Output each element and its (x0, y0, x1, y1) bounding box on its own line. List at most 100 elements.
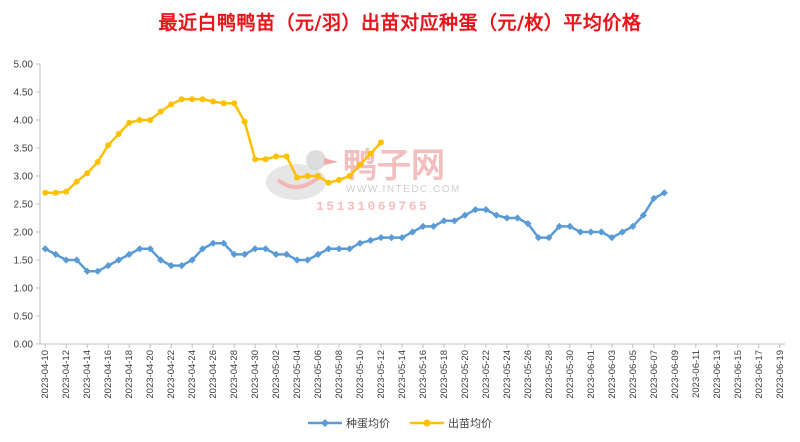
data-point (157, 256, 165, 264)
data-point (52, 189, 59, 196)
data-point (576, 228, 584, 236)
data-point (419, 222, 427, 230)
x-tick-label: 2023-05-24 (502, 350, 513, 399)
data-point (136, 245, 144, 253)
data-point (104, 262, 112, 270)
data-point (366, 236, 375, 244)
y-tick-label: 0.50 (14, 312, 34, 323)
data-point (315, 173, 322, 179)
series-layer (41, 96, 668, 275)
data-point (115, 131, 122, 137)
series-line (45, 98, 382, 195)
data-point (230, 250, 238, 258)
data-point (105, 142, 112, 149)
axes: 0.00 0.50 1.00 1.50 2.00 2.50 3.00 3.50 4.00 4.50… (14, 60, 786, 399)
data-point (513, 214, 522, 222)
watermark-url: WWW.INTEDC.COM (346, 184, 461, 195)
data-point (608, 234, 616, 242)
y-tick-label: 3.00 (14, 172, 34, 183)
data-point (336, 176, 343, 183)
data-point (325, 179, 332, 186)
data-point (241, 250, 249, 258)
data-point (62, 256, 70, 264)
data-point (42, 189, 49, 196)
data-point (555, 222, 564, 230)
x-tick-label: 2023-04-28 (229, 350, 240, 399)
data-point (94, 267, 102, 275)
data-point (314, 250, 322, 258)
x-tick-label: 2023-05-16 (418, 350, 429, 399)
data-point (262, 156, 269, 163)
data-point (639, 211, 647, 219)
data-point (335, 245, 343, 253)
data-point (73, 256, 81, 264)
x-tick-label: 2023-04-24 (187, 350, 198, 399)
data-point (492, 211, 501, 219)
data-point (126, 119, 133, 126)
data-point (167, 262, 175, 270)
x-tick-label: 2023-06-07 (649, 350, 660, 399)
x-tick-label: 2023-05-14 (397, 350, 408, 399)
y-tick-label: 4.00 (14, 116, 34, 127)
x-tick-label: 2023-04-18 (124, 350, 135, 399)
watermark: 鸭子网 WWW.INTEDC.COM 15131069765 (266, 146, 461, 214)
legend-swatch-chicks (410, 419, 444, 427)
x-tick-label: 2023-05-08 (334, 350, 345, 399)
data-point (650, 194, 658, 202)
data-point (283, 153, 290, 160)
chart-title: 最近白鸭鸭苗（元/羽）出苗对应种蛋（元/枚）平均价格 (158, 12, 642, 34)
x-tick-label: 2023-06-09 (670, 350, 681, 399)
legend: 种蛋均价 出苗均价 (0, 415, 800, 431)
legend-swatch-eggs (308, 419, 342, 427)
data-point (94, 159, 101, 165)
data-point (367, 150, 374, 157)
data-point (220, 239, 228, 247)
data-point (660, 189, 668, 197)
data-point (357, 161, 364, 168)
data-point (188, 256, 196, 264)
x-tick-label: 2023-05-12 (376, 350, 387, 399)
data-point (293, 256, 301, 264)
data-point (461, 211, 469, 219)
data-point (241, 118, 248, 125)
x-tick-label: 2023-04-14 (82, 350, 93, 399)
x-tick-label: 2023-05-22 (481, 350, 492, 399)
data-point (387, 234, 396, 242)
data-point (115, 256, 123, 264)
x-tick-label: 2023-05-18 (439, 350, 450, 399)
data-point (356, 239, 364, 247)
data-point (146, 245, 154, 253)
data-point (84, 170, 91, 177)
x-tick-label: 2023-04-16 (103, 350, 114, 399)
data-point (440, 217, 448, 225)
data-point (377, 234, 385, 242)
legend-label-eggs: 种蛋均价 (346, 417, 390, 430)
x-tick-label: 2023-04-20 (145, 350, 156, 399)
x-tick-label: 2023-06-19 (775, 350, 786, 399)
data-point (450, 217, 459, 225)
data-point (587, 228, 595, 236)
data-point (346, 173, 353, 179)
data-point (199, 96, 206, 103)
data-point (273, 153, 280, 160)
y-tick-label: 5.00 (14, 60, 34, 71)
x-tick-label: 2023-05-04 (292, 350, 303, 399)
data-point (597, 228, 605, 236)
data-point (534, 234, 543, 242)
x-tick-label: 2023-04-12 (61, 350, 72, 399)
x-tick-label: 2023-05-06 (313, 350, 324, 399)
series-eggs (41, 189, 668, 275)
legend-label-chicks: 出苗均价 (448, 417, 492, 430)
x-tick-label: 2023-06-11 (691, 350, 702, 398)
x-tick-label: 2023-06-03 (607, 350, 618, 399)
data-point (304, 173, 311, 179)
x-tick-label: 2023-06-17 (754, 350, 765, 399)
data-point (303, 256, 312, 264)
data-point (618, 228, 626, 236)
data-point (210, 98, 217, 105)
data-point (199, 245, 207, 253)
data-point (251, 245, 259, 253)
data-point (629, 222, 637, 230)
data-point (41, 245, 49, 253)
